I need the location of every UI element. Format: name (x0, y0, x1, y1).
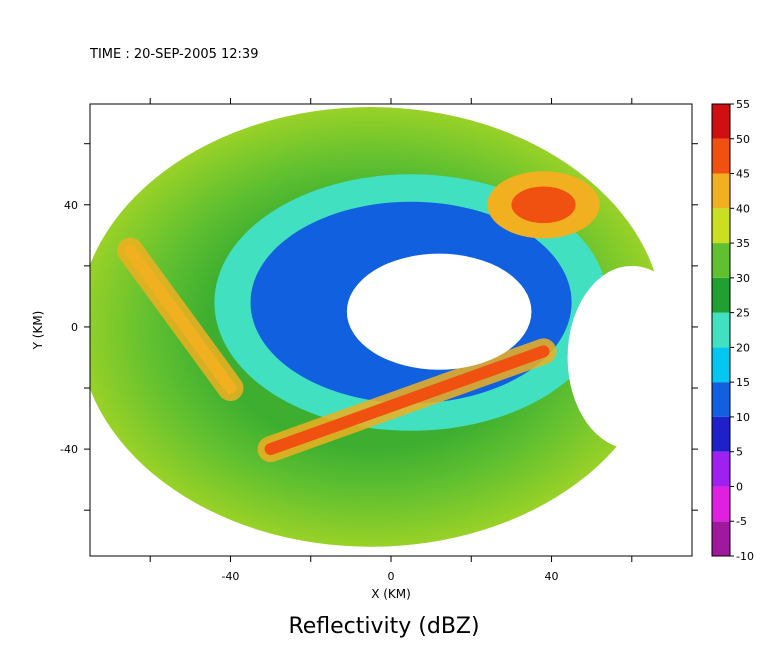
colorbar-label: 45 (736, 168, 750, 181)
time-label: TIME : 20-SEP-2005 12:39 (90, 47, 259, 62)
colorbar-label: 25 (736, 307, 750, 320)
colorbar-label: 55 (736, 98, 750, 111)
colorbar-swatch (712, 243, 730, 278)
colorbar-swatch (712, 451, 730, 487)
colorbar-frame (711, 103, 731, 557)
colorbar-label: -10 (736, 550, 754, 563)
colorbar-label: 0 (736, 480, 743, 493)
field-ne-max (511, 186, 576, 224)
colorbar-swatch (712, 521, 730, 556)
chart-title: Reflectivity (dBZ) (288, 614, 480, 639)
colorbar-swatch (712, 312, 730, 348)
x-axis-label: X (KM) (371, 587, 411, 601)
reflectivity-field (90, 104, 692, 556)
colorbar-label: 15 (736, 376, 750, 389)
axis-ticks: -40 0 40 40 0 -40 (60, 98, 698, 583)
colorbar-swatch (712, 138, 730, 174)
colorbar-label: 10 (736, 411, 750, 424)
colorbar-swatch (712, 104, 730, 139)
y-axis-label: Y (KM) (31, 311, 45, 351)
y-tick-label: -40 (60, 443, 78, 456)
colorbar-label: 30 (736, 272, 750, 285)
x-tick-label: 40 (545, 570, 559, 583)
colorbar-label: 35 (736, 237, 750, 250)
colorbar-label: 5 (736, 446, 743, 459)
colorbar-swatch (712, 347, 730, 383)
colorbar-label: 40 (736, 202, 750, 215)
colorbar-swatch (712, 416, 730, 452)
field-eye (346, 253, 532, 370)
colorbar-swatch (712, 208, 730, 244)
colorbar-swatch (712, 173, 730, 209)
colorbar-label: 50 (736, 133, 750, 146)
colorbar-swatch (712, 486, 730, 522)
colorbar: -10 -5 0 5 10 15 20 25 30 35 40 45 50 55 (711, 98, 754, 563)
colorbar-label: 20 (736, 341, 750, 354)
x-tick-label: 0 (388, 570, 395, 583)
colorbar-swatch (712, 277, 730, 313)
x-tick-label: -40 (221, 570, 239, 583)
colorbar-label: -5 (736, 515, 747, 528)
y-tick-label: 40 (64, 199, 78, 212)
field-outside-mask (90, 104, 692, 556)
y-tick-label: 0 (71, 321, 78, 334)
colorbar-swatch (712, 382, 730, 417)
field-rainband-1 (124, 244, 237, 395)
field-rainband-0 (264, 345, 550, 456)
